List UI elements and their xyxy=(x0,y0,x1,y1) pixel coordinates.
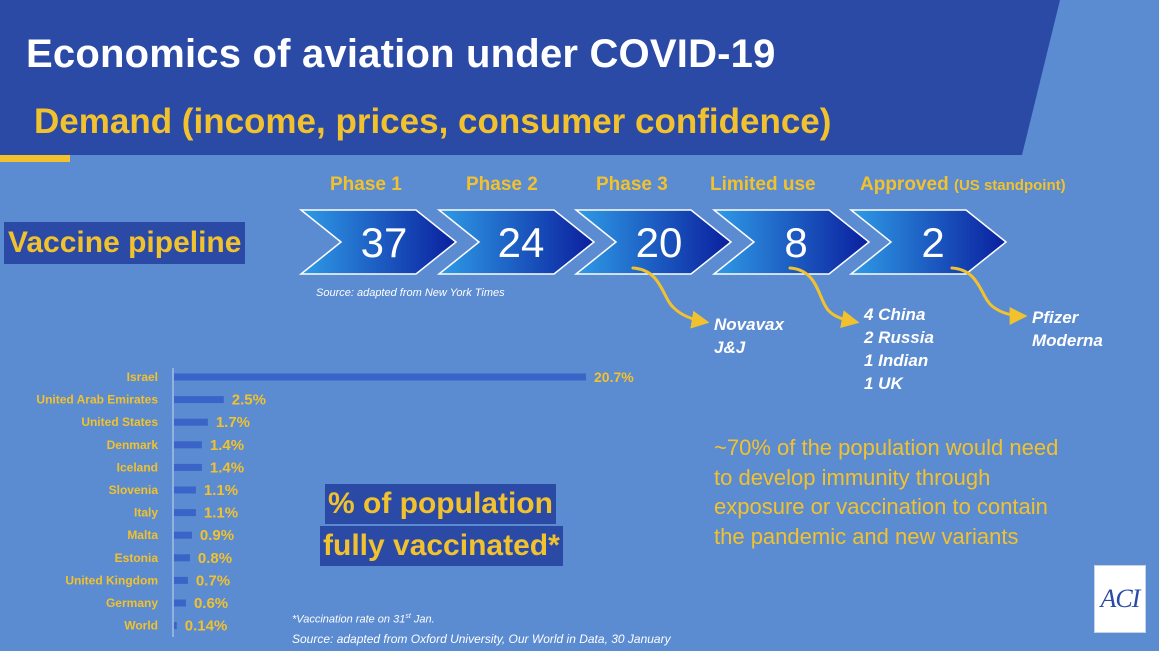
category-label: United States xyxy=(81,415,158,429)
stage-heading-limited-use: Limited use xyxy=(710,174,816,195)
value-label: 1.1% xyxy=(204,505,238,522)
bar xyxy=(174,531,192,539)
callout-item: 4 China xyxy=(864,305,926,324)
bar xyxy=(174,554,190,562)
callout-item: Pfizer xyxy=(1032,308,1079,327)
value-label: 1.1% xyxy=(204,482,238,499)
category-label: Estonia xyxy=(115,551,159,565)
category-label: Slovenia xyxy=(109,483,159,497)
approved-note: (US standpoint) xyxy=(953,177,1066,194)
value-label: 0.8% xyxy=(198,550,232,567)
chart-title: % of population fully vaccinated* xyxy=(320,484,592,566)
bar xyxy=(174,509,196,517)
callout-phase-3: Novavax J&J xyxy=(714,313,784,359)
slide-subtitle: Demand (income, prices, consumer confide… xyxy=(34,102,832,141)
footnote-vaccination-rate: *Vaccination rate on 31st Jan. xyxy=(292,613,435,626)
chevron-approved xyxy=(848,209,1008,275)
chart-title-line-1: % of population xyxy=(325,484,556,524)
chevron-phase-3 xyxy=(573,209,733,275)
chevron-limited-use xyxy=(711,209,871,275)
immunity-note: ~70% of the population would need to dev… xyxy=(714,435,1059,549)
category-label: Germany xyxy=(106,596,158,610)
category-label: Italy xyxy=(134,506,158,520)
connector-arrow-approved xyxy=(950,266,1028,325)
pipeline-source: Source: adapted from New York Times xyxy=(316,287,505,299)
category-label: Iceland xyxy=(117,460,158,474)
bar xyxy=(174,418,208,426)
callout-approved: Pfizer Moderna xyxy=(1032,306,1103,352)
callout-item: J&J xyxy=(714,338,746,357)
chart-title-line-2: fully vaccinated* xyxy=(320,526,563,566)
bar xyxy=(174,576,188,584)
category-label: Denmark xyxy=(107,438,159,452)
footnote-source: Source: adapted from Oxford University, … xyxy=(292,632,671,646)
category-label: United Arab Emirates xyxy=(36,393,158,407)
stage-heading-phase-1: Phase 1 xyxy=(330,174,402,195)
value-label: 1.4% xyxy=(210,437,244,454)
stage-heading-phase-2: Phase 2 xyxy=(466,174,538,195)
stage-heading-phase-3: Phase 3 xyxy=(596,174,668,195)
callout-limited-use: 4 China 2 Russia 1 Indian 1 UK xyxy=(864,303,934,395)
callout-item: Moderna xyxy=(1032,331,1103,350)
stage-count-approved: 2 xyxy=(921,219,944,266)
stage-count-phase-3: 20 xyxy=(636,219,683,266)
bar xyxy=(174,463,202,471)
value-label: 1.7% xyxy=(216,414,250,431)
bar xyxy=(174,441,202,449)
category-label: United Kingdom xyxy=(65,573,158,587)
callout-item: 1 Indian xyxy=(864,351,929,370)
category-label: World xyxy=(124,619,158,633)
connector-arrow-phase-3 xyxy=(631,266,710,329)
connector-arrow-limited-use xyxy=(788,266,860,329)
bar xyxy=(174,373,586,381)
bar xyxy=(174,599,186,607)
callout-item: Novavax xyxy=(714,315,784,334)
accent-stripe xyxy=(0,155,70,162)
stage-count-phase-2: 24 xyxy=(498,219,545,266)
value-label: 0.7% xyxy=(196,572,230,589)
category-label: Malta xyxy=(127,528,158,542)
value-label: 0.6% xyxy=(194,595,228,612)
stage-count-phase-1: 37 xyxy=(361,219,408,266)
callout-item: 2 Russia xyxy=(864,328,934,347)
stage-heading-approved: Approved (US standpoint) xyxy=(860,174,1066,195)
chevron-phase-2 xyxy=(436,209,596,275)
stage-count-limited-use: 8 xyxy=(784,219,807,266)
bar xyxy=(174,486,196,494)
value-label: 0.9% xyxy=(200,527,234,544)
bar xyxy=(174,622,177,630)
callout-item: 1 UK xyxy=(864,374,903,393)
value-label: 0.14% xyxy=(185,618,228,635)
slide-title: Economics of aviation under COVID-19 xyxy=(26,32,776,76)
chevron-phase-1 xyxy=(298,209,458,275)
aci-logo: ACI xyxy=(1094,565,1146,633)
category-label: Israel xyxy=(127,370,158,384)
bar xyxy=(174,396,224,404)
value-label: 2.5% xyxy=(232,392,266,409)
value-label: 1.4% xyxy=(210,459,244,476)
value-label: 20.7% xyxy=(594,369,634,385)
vaccine-pipeline-label: Vaccine pipeline xyxy=(4,222,246,264)
